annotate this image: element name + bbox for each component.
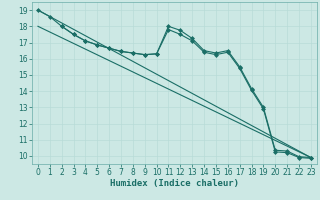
X-axis label: Humidex (Indice chaleur): Humidex (Indice chaleur) (110, 179, 239, 188)
